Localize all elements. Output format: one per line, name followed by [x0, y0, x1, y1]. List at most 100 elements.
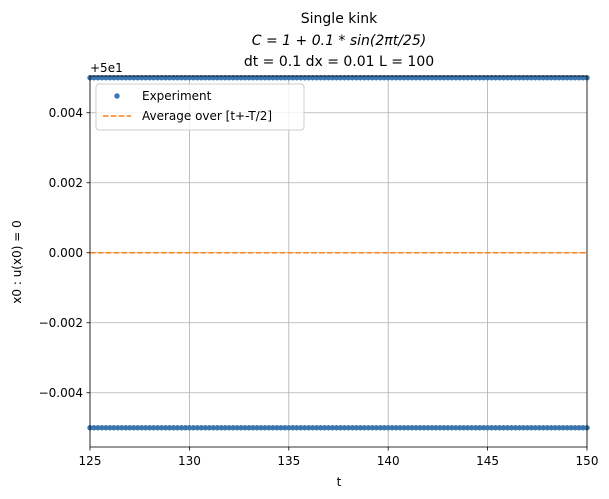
experiment-point: [476, 425, 483, 431]
experiment-point: [286, 425, 292, 431]
experiment-point: [262, 425, 268, 431]
experiment-point: [508, 425, 515, 431]
axes: [89, 75, 588, 448]
experiment-point: [194, 425, 201, 431]
plot-frame: [89, 75, 588, 448]
experiment-point: [512, 425, 519, 431]
experiment-point: [544, 425, 550, 431]
experiment-point: [357, 425, 364, 431]
experiment-point: [99, 425, 105, 431]
experiment-point: [135, 425, 141, 431]
experiment-point: [413, 425, 419, 431]
experiment-point: [222, 425, 228, 431]
experiment-point: [166, 425, 173, 431]
y-tick-label: −0.004: [39, 386, 83, 400]
experiment-point: [258, 425, 264, 431]
y-offset-label: +5e1: [90, 61, 123, 75]
experiment-point: [206, 425, 212, 431]
experiment-point: [560, 425, 566, 431]
experiment-point: [457, 425, 463, 431]
experiment-point: [278, 425, 284, 431]
experiment-point: [580, 425, 586, 431]
experiment-point: [504, 425, 511, 431]
x-tick-label: 145: [476, 454, 499, 468]
experiment-point: [250, 425, 256, 431]
experiment-point: [170, 425, 177, 431]
y-tick-label: 0.004: [49, 106, 83, 120]
experiment-point: [186, 425, 193, 431]
experiment-point: [341, 425, 348, 431]
experiment-point: [349, 425, 356, 431]
ticks: 125 130 135 140 145 150 −0.004 −0.002 0.000 0.002…: [39, 106, 599, 468]
experiment-point: [500, 425, 507, 431]
experiment-point: [123, 425, 129, 431]
chart-subtitle-params: dt = 0.1 dx = 0.01 L = 100: [244, 54, 434, 70]
experiment-point: [492, 425, 499, 431]
experiment-point: [321, 425, 328, 431]
experiment-point: [461, 425, 467, 431]
experiment-point: [238, 425, 244, 431]
experiment-point: [564, 425, 570, 431]
experiment-point: [270, 425, 276, 431]
experiment-point: [532, 425, 539, 431]
experiment-point: [365, 425, 372, 431]
experiment-point: [146, 425, 153, 431]
y-tick-label: −0.002: [39, 316, 83, 330]
experiment-point: [142, 425, 149, 431]
experiment-point: [298, 425, 304, 431]
experiment-point: [111, 425, 117, 431]
grid-lines: [89, 76, 588, 447]
experiment-point: [131, 425, 137, 431]
experiment-point: [536, 425, 542, 431]
experiment-point: [465, 425, 471, 431]
experiment-point: [480, 425, 487, 431]
experiment-point: [496, 425, 503, 431]
experiment-point: [119, 425, 125, 431]
experiment-point: [182, 425, 189, 431]
experiment-point: [524, 425, 531, 431]
legend-label-experiment: Experiment: [142, 89, 212, 103]
experiment-point: [174, 425, 181, 431]
experiment-point: [433, 425, 439, 431]
experiment-point: [361, 425, 368, 431]
experiment-point: [437, 425, 443, 431]
legend: Experiment Average over [t+-T/2]: [95, 83, 305, 131]
experiment-point: [429, 425, 435, 431]
x-tick-label: 150: [576, 454, 599, 468]
experiment-point: [103, 425, 109, 431]
experiment-point: [282, 425, 288, 431]
x-tick-label: 135: [277, 454, 300, 468]
experiment-point: [389, 425, 395, 431]
experiment-point: [305, 425, 312, 431]
experiment-point: [369, 425, 375, 431]
experiment-point: [381, 425, 387, 431]
experiment-point: [154, 425, 161, 431]
experiment-point: [548, 425, 554, 431]
experiment-point: [421, 425, 427, 431]
experiment-point: [214, 425, 220, 431]
experiment-point: [266, 425, 272, 431]
experiment-point: [445, 425, 451, 431]
experiment-point: [373, 425, 379, 431]
experiment-point: [453, 425, 459, 431]
experiment-point: [552, 425, 558, 431]
experiment-point: [337, 425, 344, 431]
experiment-point: [150, 425, 157, 431]
experiment-point: [441, 425, 447, 431]
experiment-point: [576, 425, 582, 431]
experiment-point: [317, 425, 324, 431]
experiment-point: [202, 425, 209, 431]
experiment-point: [397, 425, 403, 431]
experiment-point: [294, 425, 300, 431]
legend-marker-experiment: [114, 93, 120, 99]
y-tick-label: 0.002: [49, 176, 83, 190]
experiment-point: [218, 425, 224, 431]
experiment-point: [449, 425, 455, 431]
experiment-point: [290, 425, 296, 431]
y-tick-label: 0.000: [49, 246, 83, 260]
experiment-point: [425, 425, 431, 431]
experiment-point: [246, 425, 252, 431]
experiment-point: [353, 425, 360, 431]
experiment-point: [230, 425, 236, 431]
x-tick-label: 125: [79, 454, 102, 468]
